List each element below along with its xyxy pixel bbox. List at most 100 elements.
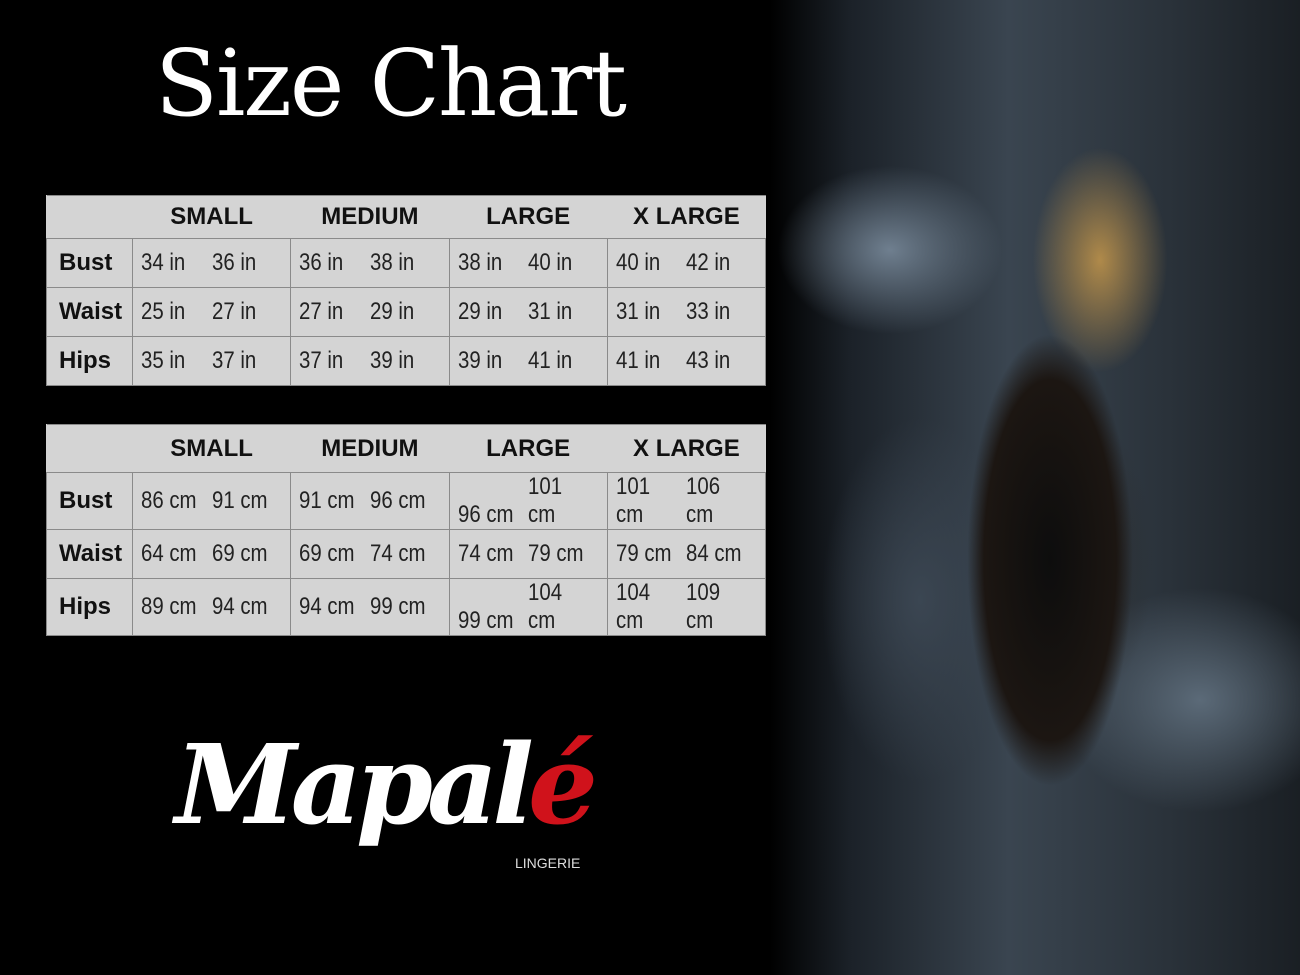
range-min: 69 cm	[299, 540, 355, 567]
page-title: Size Chart	[154, 30, 627, 137]
range-max: 104 cm	[528, 579, 563, 634]
range-max: 99 cm	[369, 593, 426, 620]
range-min: 35 in	[141, 347, 186, 374]
range-min: 74 cm	[457, 540, 514, 567]
range-min: 31 in	[615, 298, 660, 325]
range-max: 79 cm	[528, 540, 584, 567]
measurement-label: Hips	[46, 336, 133, 386]
range-min: 29 in	[457, 298, 502, 325]
range-max: 31 in	[528, 298, 573, 325]
measurement-label: Waist	[46, 287, 133, 337]
range-max: 91 cm	[211, 487, 268, 514]
range-min: 38 in	[457, 249, 502, 276]
measurement-row: Waist 64 cm 69 cm 69 cm 74 cm 74 cm 79 cm 79 cm…	[46, 529, 767, 579]
size-range-cell: 37 in 39 in	[290, 336, 450, 386]
logo-accent: é	[528, 720, 598, 849]
size-range-cell: 39 in 41 in	[448, 336, 608, 386]
range-min: 94 cm	[299, 593, 355, 620]
range-max: 101 cm	[528, 473, 563, 528]
measurement-label: Bust	[46, 238, 133, 288]
measurement-label: Waist	[46, 529, 133, 579]
range-max: 96 cm	[369, 487, 426, 514]
size-table-inches: SMALL MEDIUM LARGE X LARGE Bust 34 in 36 in 36 …	[46, 195, 767, 386]
measurement-row: Bust 86 cm 91 cm 91 cm 96 cm 96 cm101 cm 101 c…	[46, 472, 767, 530]
logo-text: Mapal	[175, 720, 534, 849]
size-range-cell: 31 in 33 in	[606, 287, 767, 337]
size-range-cell: 74 cm 79 cm	[448, 529, 608, 579]
size-range-cell: 25 in 27 in	[131, 287, 292, 337]
size-range-cell: 89 cm 94 cm	[131, 578, 292, 636]
range-min: 101 cm	[615, 473, 650, 528]
range-min: 89 cm	[141, 593, 197, 620]
size-range-cell: 96 cm 101 cm	[448, 472, 608, 530]
logo-subtitle: LINGERIE	[515, 855, 581, 871]
size-range-cell: 94 cm 99 cm	[290, 578, 450, 636]
range-max: 43 in	[686, 347, 731, 374]
size-header: MEDIUM	[290, 424, 449, 473]
range-max: 69 cm	[211, 540, 268, 567]
measurement-row: Waist 25 in 27 in 27 in 29 in 29 in 31 in 31 in…	[46, 287, 767, 337]
range-max: 39 in	[369, 347, 415, 374]
measurement-label: Hips	[46, 578, 133, 636]
range-max: 27 in	[211, 298, 256, 325]
range-min: 91 cm	[299, 487, 355, 514]
range-max: 94 cm	[211, 593, 268, 620]
size-range-cell: 86 cm 91 cm	[131, 472, 292, 530]
size-range-cell: 64 cm 69 cm	[131, 529, 292, 579]
range-min: 41 in	[615, 347, 660, 374]
range-max: 109 cm	[686, 579, 721, 634]
range-min: 40 in	[615, 249, 660, 276]
range-min: 99 cm	[457, 607, 514, 634]
brand-logo: Mapalé	[175, 720, 598, 849]
size-range-cell: 27 in 29 in	[290, 287, 450, 337]
range-min: 104 cm	[615, 579, 650, 634]
range-max: 36 in	[211, 249, 256, 276]
range-min: 96 cm	[457, 501, 514, 528]
size-range-cell: 99 cm 104 cm	[448, 578, 608, 636]
size-range-cell: 40 in 42 in	[606, 238, 767, 288]
range-min: 79 cm	[615, 540, 672, 567]
range-min: 36 in	[299, 249, 344, 276]
size-range-cell: 101 cm 106 cm	[606, 472, 767, 530]
size-header: X LARGE	[607, 424, 766, 473]
size-header: MEDIUM	[290, 195, 449, 239]
size-header-row: SMALL MEDIUM LARGE X LARGE	[46, 424, 766, 473]
size-header-row: SMALL MEDIUM LARGE X LARGE	[46, 195, 766, 239]
size-header: SMALL	[132, 195, 291, 239]
range-min: 27 in	[299, 298, 344, 325]
range-min: 86 cm	[141, 487, 197, 514]
measurement-row: Bust 34 in 36 in 36 in 38 in 38 in 40 in 40 in 4…	[46, 238, 767, 288]
measurement-row: Hips 89 cm 94 cm 94 cm 99 cm 99 cm104 cm 104 c…	[46, 578, 767, 636]
size-range-cell: 104 cm 109 cm	[606, 578, 767, 636]
range-max: 42 in	[686, 249, 731, 276]
size-header: SMALL	[132, 424, 291, 473]
model-figure	[860, 40, 1190, 975]
range-max: 29 in	[369, 298, 415, 325]
size-range-cell: 79 cm 84 cm	[606, 529, 767, 579]
range-min: 34 in	[141, 249, 186, 276]
size-table-cm: SMALL MEDIUM LARGE X LARGE Bust 86 cm 91 cm 91 …	[46, 424, 767, 636]
range-max: 41 in	[528, 347, 573, 374]
size-range-cell: 34 in 36 in	[131, 238, 292, 288]
measurement-row: Hips 35 in 37 in 37 in 39 in 39 in 41 in 41 in 4…	[46, 336, 767, 386]
size-header: LARGE	[449, 424, 608, 473]
size-range-cell: 69 cm 74 cm	[290, 529, 450, 579]
size-header: X LARGE	[607, 195, 766, 239]
range-max: 84 cm	[686, 540, 742, 567]
range-max: 40 in	[528, 249, 573, 276]
size-range-cell: 29 in 31 in	[448, 287, 608, 337]
size-range-cell: 91 cm 96 cm	[290, 472, 450, 530]
range-min: 39 in	[457, 347, 502, 374]
range-max: 74 cm	[369, 540, 426, 567]
size-range-cell: 36 in 38 in	[290, 238, 450, 288]
size-range-cell: 41 in 43 in	[606, 336, 767, 386]
size-range-cell: 38 in 40 in	[448, 238, 608, 288]
range-max: 106 cm	[686, 473, 721, 528]
range-max: 37 in	[211, 347, 256, 374]
range-min: 64 cm	[141, 540, 197, 567]
range-max: 33 in	[686, 298, 731, 325]
range-min: 37 in	[299, 347, 344, 374]
size-range-cell: 35 in 37 in	[131, 336, 292, 386]
size-header: LARGE	[449, 195, 608, 239]
measurement-label: Bust	[46, 472, 133, 530]
